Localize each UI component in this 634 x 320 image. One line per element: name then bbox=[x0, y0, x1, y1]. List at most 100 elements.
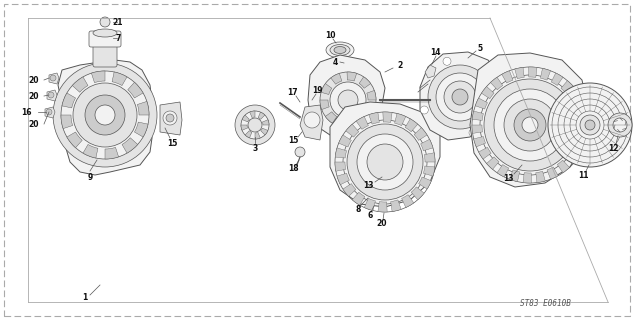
Circle shape bbox=[166, 114, 174, 122]
Text: 20: 20 bbox=[29, 119, 39, 129]
Wedge shape bbox=[261, 128, 268, 135]
FancyBboxPatch shape bbox=[89, 31, 121, 47]
Ellipse shape bbox=[340, 60, 356, 69]
Wedge shape bbox=[491, 77, 503, 90]
Text: 1: 1 bbox=[82, 293, 87, 302]
Polygon shape bbox=[470, 53, 588, 187]
Wedge shape bbox=[472, 125, 482, 133]
Text: 5: 5 bbox=[477, 44, 482, 52]
Wedge shape bbox=[347, 72, 357, 81]
Wedge shape bbox=[335, 162, 346, 171]
Wedge shape bbox=[547, 167, 558, 179]
Text: 7: 7 bbox=[115, 34, 120, 43]
Wedge shape bbox=[134, 122, 148, 137]
Wedge shape bbox=[424, 166, 435, 176]
Circle shape bbox=[320, 72, 376, 128]
Polygon shape bbox=[58, 60, 152, 175]
Ellipse shape bbox=[330, 44, 350, 55]
Wedge shape bbox=[356, 116, 368, 129]
Polygon shape bbox=[330, 102, 440, 207]
Text: 20: 20 bbox=[29, 76, 39, 84]
Wedge shape bbox=[474, 137, 486, 147]
Wedge shape bbox=[61, 115, 73, 129]
Wedge shape bbox=[481, 86, 494, 99]
Text: 9: 9 bbox=[87, 172, 93, 181]
Text: 15: 15 bbox=[167, 139, 177, 148]
Wedge shape bbox=[242, 115, 249, 122]
Wedge shape bbox=[378, 202, 387, 212]
Circle shape bbox=[330, 82, 366, 118]
Text: 20: 20 bbox=[377, 220, 387, 228]
Wedge shape bbox=[364, 106, 375, 116]
Wedge shape bbox=[569, 91, 581, 103]
Circle shape bbox=[522, 117, 538, 133]
Wedge shape bbox=[472, 111, 483, 120]
Circle shape bbox=[338, 90, 358, 110]
Wedge shape bbox=[540, 68, 550, 80]
Wedge shape bbox=[401, 195, 414, 207]
Wedge shape bbox=[241, 125, 248, 130]
Text: 20: 20 bbox=[29, 92, 39, 100]
Wedge shape bbox=[502, 71, 513, 83]
Circle shape bbox=[494, 89, 566, 161]
Circle shape bbox=[608, 113, 632, 137]
Wedge shape bbox=[62, 93, 75, 108]
Circle shape bbox=[85, 95, 125, 135]
Wedge shape bbox=[566, 151, 578, 164]
Wedge shape bbox=[479, 147, 491, 159]
Text: 17: 17 bbox=[287, 87, 297, 97]
Wedge shape bbox=[536, 171, 545, 183]
Circle shape bbox=[163, 111, 177, 125]
Text: 11: 11 bbox=[578, 171, 588, 180]
Wedge shape bbox=[353, 192, 365, 205]
Wedge shape bbox=[523, 173, 531, 183]
Ellipse shape bbox=[326, 42, 354, 58]
Circle shape bbox=[304, 112, 320, 128]
Wedge shape bbox=[138, 101, 149, 115]
Text: 15: 15 bbox=[288, 135, 298, 145]
Wedge shape bbox=[359, 77, 371, 88]
Wedge shape bbox=[354, 116, 365, 127]
Wedge shape bbox=[343, 184, 356, 196]
Wedge shape bbox=[72, 77, 88, 92]
Text: 10: 10 bbox=[325, 30, 335, 39]
Wedge shape bbox=[67, 132, 82, 148]
Circle shape bbox=[444, 81, 476, 113]
Circle shape bbox=[428, 65, 492, 129]
Wedge shape bbox=[346, 124, 359, 137]
Wedge shape bbox=[476, 98, 488, 109]
Wedge shape bbox=[339, 119, 349, 128]
Circle shape bbox=[73, 83, 137, 147]
Circle shape bbox=[469, 129, 477, 137]
Wedge shape bbox=[557, 160, 569, 173]
Circle shape bbox=[53, 63, 157, 167]
Wedge shape bbox=[335, 148, 347, 158]
Wedge shape bbox=[320, 100, 329, 109]
Wedge shape bbox=[262, 120, 269, 125]
Wedge shape bbox=[418, 177, 431, 189]
Wedge shape bbox=[339, 135, 351, 147]
Wedge shape bbox=[486, 157, 499, 169]
Wedge shape bbox=[83, 144, 98, 158]
Wedge shape bbox=[337, 173, 349, 185]
Circle shape bbox=[48, 92, 54, 98]
Wedge shape bbox=[424, 153, 435, 162]
Text: ST83 E0610B: ST83 E0610B bbox=[519, 299, 571, 308]
Wedge shape bbox=[497, 164, 508, 177]
Text: 3: 3 bbox=[252, 143, 257, 153]
Circle shape bbox=[241, 111, 269, 139]
Wedge shape bbox=[122, 138, 138, 153]
Wedge shape bbox=[331, 73, 342, 84]
Circle shape bbox=[452, 89, 468, 105]
Text: 19: 19 bbox=[312, 85, 322, 94]
Ellipse shape bbox=[93, 29, 117, 37]
Wedge shape bbox=[574, 103, 586, 114]
Circle shape bbox=[100, 17, 110, 27]
Text: 8: 8 bbox=[355, 205, 361, 214]
Wedge shape bbox=[258, 112, 265, 119]
Circle shape bbox=[492, 80, 500, 88]
Wedge shape bbox=[411, 187, 424, 200]
Wedge shape bbox=[510, 170, 520, 182]
Wedge shape bbox=[91, 71, 105, 83]
Text: 13: 13 bbox=[363, 180, 373, 189]
